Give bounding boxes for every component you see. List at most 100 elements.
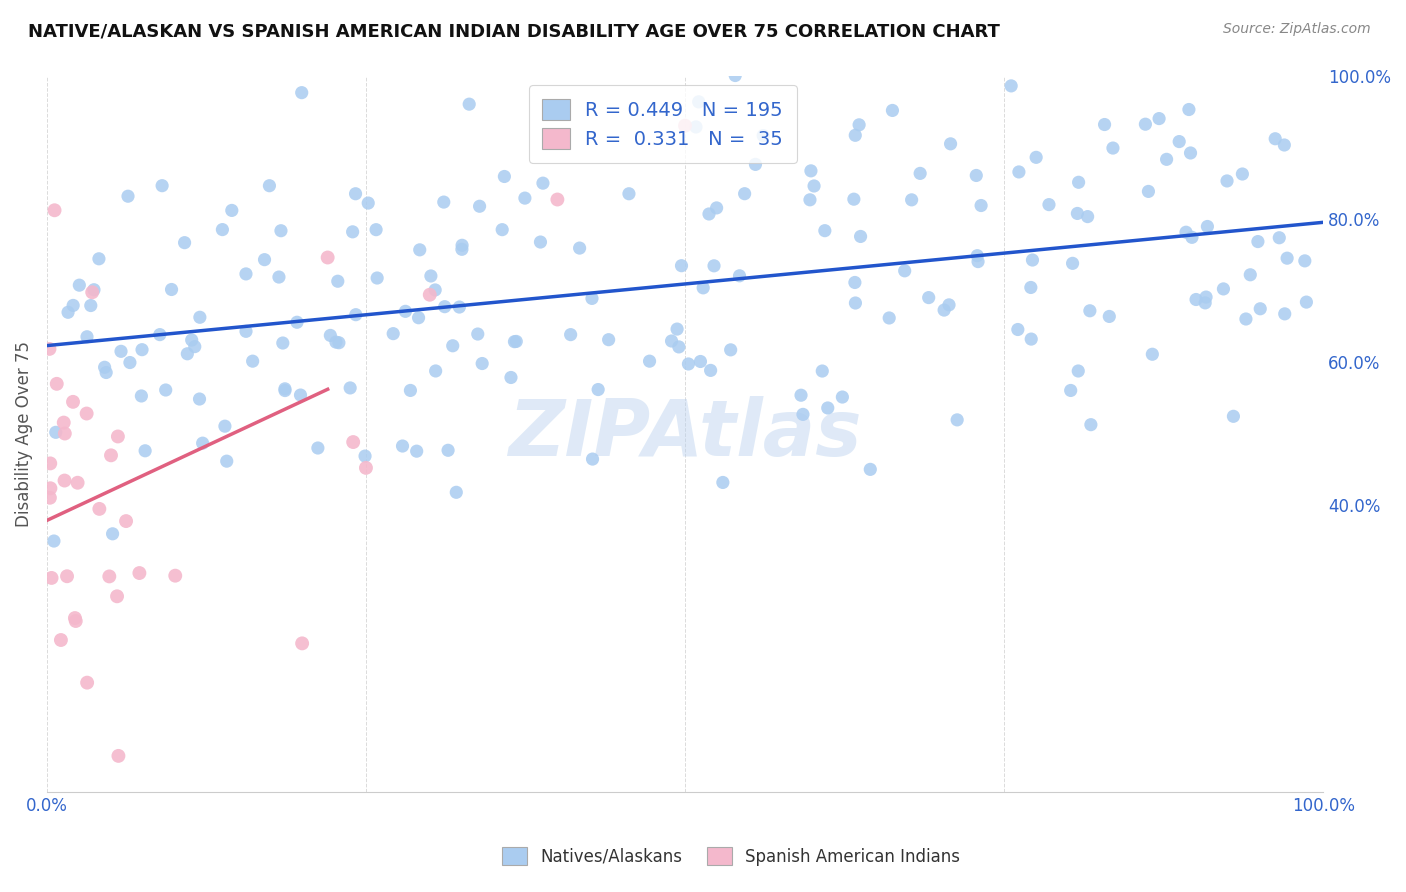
Point <box>110 344 132 359</box>
Point <box>235 267 257 281</box>
Point <box>1212 282 1234 296</box>
Point <box>842 192 865 206</box>
Point <box>62 298 84 312</box>
Point <box>433 300 456 314</box>
Point <box>408 310 430 325</box>
Point <box>1222 409 1244 424</box>
Point <box>328 335 350 350</box>
Point <box>1234 312 1257 326</box>
Point <box>1142 347 1164 361</box>
Point <box>831 390 853 404</box>
Point <box>316 251 339 265</box>
Legend: Natives/Alaskans, Spanish American Indians: Natives/Alaskans, Spanish American India… <box>491 835 972 878</box>
Point <box>211 222 233 236</box>
Point <box>1168 135 1191 149</box>
Point <box>1102 141 1125 155</box>
Point <box>491 222 513 236</box>
Point <box>752 128 775 143</box>
Point <box>1264 132 1286 146</box>
Point <box>724 69 747 83</box>
Point <box>451 242 474 256</box>
Legend: R = 0.449   N = 195, R =  0.331   N =  35: R = 0.449 N = 195, R = 0.331 N = 35 <box>529 86 797 162</box>
Point <box>965 169 987 183</box>
Point <box>39 457 62 471</box>
Point <box>382 326 405 341</box>
Point <box>966 249 988 263</box>
Point <box>967 254 990 268</box>
Point <box>274 384 297 398</box>
Point <box>1066 206 1088 220</box>
Point <box>150 178 173 193</box>
Point <box>1295 295 1317 310</box>
Point <box>160 283 183 297</box>
Point <box>307 441 329 455</box>
Point <box>1232 167 1254 181</box>
Point <box>405 444 427 458</box>
Point <box>66 475 89 490</box>
Point <box>214 419 236 434</box>
Point <box>1062 256 1084 270</box>
Point <box>285 315 308 329</box>
Point <box>792 408 814 422</box>
Point <box>1147 112 1170 126</box>
Point <box>419 268 441 283</box>
Point <box>728 268 751 283</box>
Point <box>451 238 474 252</box>
Point <box>399 384 422 398</box>
Point <box>1007 322 1029 336</box>
Point <box>1175 225 1198 239</box>
Point <box>467 326 489 341</box>
Point <box>814 224 837 238</box>
Point <box>290 388 312 402</box>
Point <box>271 336 294 351</box>
Point <box>267 270 290 285</box>
Point <box>697 207 720 221</box>
Point <box>529 235 551 249</box>
Point <box>49 633 72 648</box>
Point <box>513 191 536 205</box>
Point <box>83 283 105 297</box>
Point <box>449 300 471 314</box>
Point <box>568 241 591 255</box>
Point <box>638 354 661 368</box>
Point <box>1077 210 1099 224</box>
Point <box>946 413 969 427</box>
Point <box>1008 165 1031 179</box>
Point <box>326 274 349 288</box>
Point <box>799 193 821 207</box>
Point <box>711 475 734 490</box>
Point <box>253 252 276 267</box>
Point <box>678 357 700 371</box>
Point <box>1021 253 1043 268</box>
Point <box>89 502 111 516</box>
Point <box>703 259 725 273</box>
Text: ZIPAtlas: ZIPAtlas <box>508 396 862 472</box>
Point <box>155 383 177 397</box>
Point <box>706 201 728 215</box>
Point <box>52 416 75 430</box>
Point <box>149 327 172 342</box>
Point <box>180 333 202 347</box>
Point <box>744 157 766 171</box>
Point <box>900 193 922 207</box>
Point <box>1038 197 1060 211</box>
Point <box>844 128 866 143</box>
Point <box>817 401 839 415</box>
Point <box>505 334 527 349</box>
Point <box>433 195 456 210</box>
Point <box>76 675 98 690</box>
Point <box>419 287 441 301</box>
Point <box>82 285 104 300</box>
Point <box>811 364 834 378</box>
Point <box>62 394 84 409</box>
Point <box>176 347 198 361</box>
Point <box>471 357 494 371</box>
Point <box>107 429 129 443</box>
Point <box>734 186 756 201</box>
Point <box>325 335 347 350</box>
Point <box>1098 310 1121 324</box>
Point <box>877 310 900 325</box>
Point <box>1181 230 1204 244</box>
Point <box>1194 296 1216 310</box>
Point <box>617 186 640 201</box>
